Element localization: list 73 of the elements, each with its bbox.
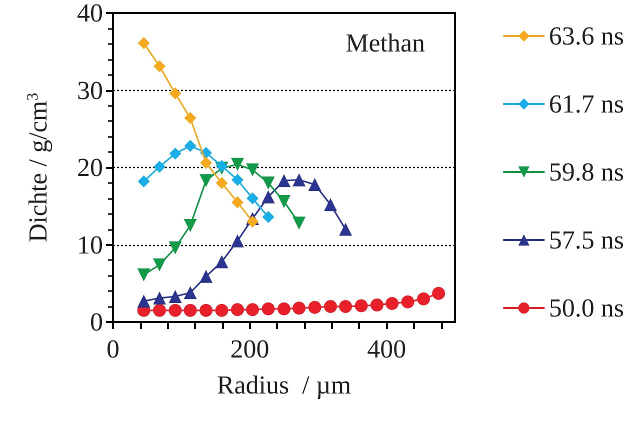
- point: [200, 174, 213, 188]
- point: [153, 258, 166, 272]
- x-tick-label: 400: [367, 334, 406, 364]
- point: [154, 60, 166, 72]
- point: [138, 37, 150, 50]
- point: [216, 176, 228, 189]
- y-axis-title: Dichte / g/cm3: [24, 92, 52, 242]
- annotation: Methan: [346, 28, 425, 58]
- point: [154, 160, 166, 173]
- point: [278, 194, 290, 208]
- point: [169, 148, 182, 160]
- point: [292, 173, 306, 186]
- point: [231, 303, 244, 316]
- point: [215, 255, 228, 268]
- x-axis-title: Radius / µm: [216, 370, 352, 400]
- legend-label: 59.8 ns: [548, 158, 624, 186]
- point: [386, 296, 399, 310]
- point: [184, 140, 196, 152]
- point: [137, 268, 150, 282]
- point: [262, 302, 275, 316]
- point: [401, 295, 414, 308]
- point: [246, 303, 260, 316]
- point: [138, 175, 150, 188]
- point: [324, 300, 338, 314]
- point: [339, 222, 352, 236]
- legend-label: 63.6 ns: [548, 22, 624, 50]
- y-tick-label: 30: [77, 76, 103, 105]
- point: [292, 302, 306, 315]
- point: [184, 286, 197, 300]
- point: [262, 190, 275, 204]
- point: [184, 112, 196, 124]
- point: [278, 302, 290, 316]
- point: [324, 198, 338, 212]
- point: [308, 300, 322, 314]
- y-tick-label: 20: [77, 153, 103, 182]
- point: [262, 176, 275, 190]
- point: [200, 304, 213, 317]
- y-tick-label: 40: [77, 0, 103, 28]
- point: [278, 174, 290, 188]
- point: [370, 298, 384, 312]
- point: [184, 304, 197, 317]
- point: [230, 158, 244, 171]
- point: [231, 196, 244, 208]
- point: [169, 87, 182, 100]
- point: [292, 216, 306, 230]
- y-tick-label: 0: [90, 308, 103, 336]
- point: [339, 300, 352, 314]
- point: [168, 304, 182, 317]
- point: [432, 286, 446, 300]
- point: [215, 304, 228, 317]
- legend-label: 61.7 ns: [548, 90, 624, 118]
- point: [184, 218, 197, 232]
- x-tick-label: 200: [230, 334, 270, 364]
- point: [153, 292, 166, 305]
- point: [246, 216, 259, 228]
- point: [168, 290, 182, 304]
- point: [230, 234, 244, 248]
- legend-label: 57.5 ns: [548, 226, 624, 254]
- point: [246, 163, 260, 176]
- point: [168, 241, 182, 254]
- point: [137, 294, 150, 308]
- point: [153, 304, 166, 317]
- point: [262, 210, 274, 223]
- point: [354, 299, 368, 312]
- point: [308, 178, 322, 191]
- point: [200, 270, 213, 283]
- point: [200, 156, 212, 169]
- point: [417, 292, 430, 306]
- legend-label: 50.0 ns: [548, 294, 624, 322]
- point: [246, 192, 259, 204]
- point: [231, 174, 244, 186]
- point: [216, 160, 228, 172]
- y-tick-label: 10: [77, 230, 103, 260]
